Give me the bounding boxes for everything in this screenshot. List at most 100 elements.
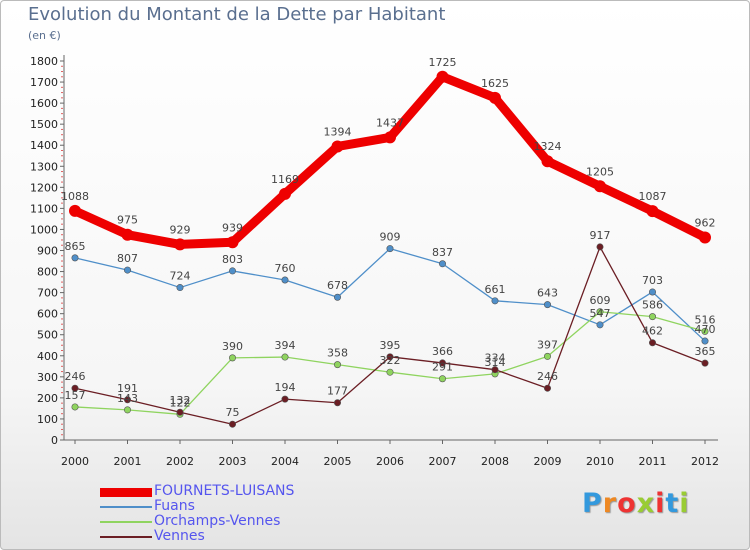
- legend-label: Fuans: [154, 498, 195, 514]
- series-point: [543, 301, 551, 309]
- data-label: 939: [222, 221, 243, 234]
- series-point: [541, 155, 554, 168]
- series-point: [124, 396, 132, 404]
- y-tick-label: 1200: [30, 181, 58, 194]
- series-point: [596, 243, 604, 251]
- chart-axes: 0 100 200 300 400 500 600 700 800 900 1000 1100 1200…: [30, 55, 719, 468]
- y-tick-label: 1300: [30, 160, 58, 173]
- y-tick-label: 1600: [30, 97, 58, 110]
- data-label: 1205: [586, 165, 614, 178]
- data-label: 1625: [481, 77, 509, 90]
- series-point: [69, 204, 81, 217]
- data-label: 516: [695, 313, 716, 326]
- series-point: [333, 361, 341, 369]
- data-label: 132: [170, 394, 191, 407]
- brand-logo: Proxiti: [582, 488, 690, 519]
- series-point: [436, 70, 449, 83]
- data-label: 246: [537, 370, 558, 383]
- series-point: [438, 375, 446, 383]
- data-label: 397: [537, 338, 558, 351]
- series-point: [386, 245, 394, 253]
- y-tick-label: 1500: [30, 118, 58, 131]
- data-label: 917: [590, 229, 611, 242]
- brand-letter: o: [617, 488, 637, 519]
- data-label: 314: [485, 356, 506, 369]
- line-chart: 0 100 200 300 400 500 600 700 800 900 1000 1100 1200…: [30, 55, 719, 468]
- data-label: 365: [695, 345, 716, 358]
- x-tick-label: 2008: [481, 455, 509, 468]
- data-label: 643: [537, 287, 558, 300]
- x-tick-label: 2006: [376, 455, 404, 468]
- x-tick-label: 2009: [534, 455, 562, 468]
- series-point: [281, 353, 289, 361]
- legend-label: FOURNETS-LUISANS: [154, 483, 295, 499]
- data-label: 143: [117, 392, 138, 405]
- brand-letter: t: [665, 488, 680, 519]
- series-point: [279, 187, 291, 200]
- series-point: [124, 266, 132, 274]
- x-tick-label: 2005: [324, 455, 352, 468]
- series-point: [386, 368, 394, 376]
- series-point: [229, 267, 237, 275]
- chart-title: Evolution du Montant de la Dette par Hab…: [28, 4, 446, 25]
- series-point: [648, 313, 656, 321]
- series-point: [701, 337, 709, 345]
- data-label: 1324: [534, 140, 562, 153]
- data-label: 462: [642, 325, 663, 338]
- series-point: [331, 140, 344, 153]
- data-label: 1437: [376, 116, 404, 129]
- data-label: 1725: [429, 56, 457, 69]
- data-label: 157: [65, 389, 86, 402]
- data-label: 703: [642, 274, 663, 287]
- series-point: [438, 260, 446, 268]
- series-point: [543, 352, 551, 360]
- series-point: [281, 276, 289, 284]
- data-label: 1169: [271, 173, 299, 186]
- data-label: 962: [695, 216, 716, 229]
- data-label: 1394: [324, 125, 352, 138]
- brand-letter: P: [582, 488, 603, 519]
- data-label: 75: [226, 406, 240, 419]
- data-label: 366: [432, 345, 453, 358]
- data-label: 322: [380, 354, 401, 367]
- legend-swatch: [100, 536, 152, 538]
- data-label: 909: [380, 231, 401, 244]
- x-tick-label: 2002: [166, 455, 194, 468]
- x-tick-label: 2010: [586, 455, 614, 468]
- series-point: [596, 321, 604, 329]
- legend-label: Orchamps-Vennes: [154, 513, 281, 529]
- y-tick-label: 700: [37, 287, 58, 300]
- data-label: 358: [327, 347, 348, 360]
- brand-letter: i: [679, 488, 690, 519]
- legend-swatch: [100, 521, 152, 523]
- x-tick-label: 2003: [219, 455, 247, 468]
- data-label: 586: [642, 299, 663, 312]
- data-label: 803: [222, 253, 243, 266]
- series-point: [229, 420, 237, 428]
- chart-data-labels: 865 807 724 803 760 678 909 837 661 643 547 703 470 1…: [61, 56, 716, 419]
- data-label: 865: [65, 240, 86, 253]
- series-point: [71, 254, 79, 262]
- data-label: 395: [380, 339, 401, 352]
- data-label: 191: [117, 382, 138, 395]
- y-tick-label: 1700: [30, 76, 58, 89]
- series-point: [176, 284, 184, 292]
- series-point: [229, 354, 237, 362]
- data-label: 194: [275, 381, 296, 394]
- series-line: [70, 72, 710, 249]
- data-label: 760: [275, 262, 296, 275]
- series-point: [491, 297, 499, 305]
- y-tick-label: 100: [37, 413, 58, 426]
- y-tick-label: 200: [37, 392, 58, 405]
- chart-series: [69, 70, 711, 428]
- brand-letter: i: [655, 488, 666, 519]
- data-label: 807: [117, 252, 138, 265]
- y-tick-label: 0: [51, 434, 58, 447]
- series-point: [646, 205, 659, 218]
- data-label: 390: [222, 340, 243, 353]
- series-point: [701, 327, 709, 335]
- series-point: [71, 403, 79, 411]
- data-label: 291: [432, 361, 453, 374]
- series-point: [596, 308, 604, 316]
